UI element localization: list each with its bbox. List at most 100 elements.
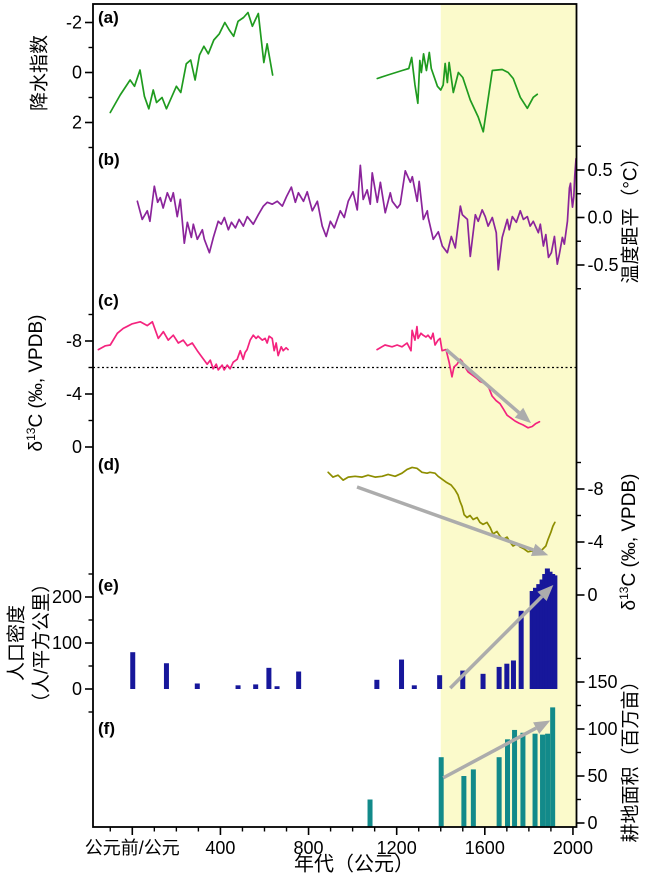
tick-label-e: 200 [52, 587, 82, 607]
bar-e [163, 663, 169, 689]
tick-label-f: 0 [588, 813, 598, 833]
tick-label-e: 100 [52, 633, 82, 653]
series-line-b [136, 157, 577, 271]
x-axis-title: 年代（公元） [294, 853, 414, 876]
tick-label-b: -0.5 [588, 255, 619, 275]
bar-f [545, 733, 551, 827]
bar-e [253, 684, 259, 689]
tick-label-d: -4 [588, 532, 604, 552]
bar-f [461, 776, 467, 827]
bar-e [529, 591, 535, 689]
bar-e [536, 584, 542, 689]
axis-title-d13c-left: δ13C (‰, VPDB) [24, 315, 48, 452]
panel-label-c: (c) [98, 291, 119, 310]
bar-f [550, 707, 556, 827]
delta-symbol: δ [26, 440, 48, 452]
bar-f [520, 732, 526, 827]
x-tick-label: 1200 [377, 838, 417, 858]
axis-title-cultivated-area: 耕地面积（百万亩） [620, 671, 642, 843]
trend-arrow-head-f [533, 720, 551, 734]
bar-f [512, 729, 518, 827]
x-tick-label: 公元前/公元 [85, 838, 180, 858]
bar-e [480, 673, 486, 689]
panel-label-a: (a) [98, 8, 119, 27]
x-tick-label: 2000 [553, 838, 593, 858]
bar-e [504, 663, 510, 689]
bar-e [266, 667, 272, 689]
d13c-units: C (‰, VPDB) [26, 314, 48, 428]
bar-e [552, 575, 558, 689]
tick-label-a: 2 [72, 113, 82, 133]
bar-f [540, 734, 546, 827]
bar-f [532, 733, 538, 827]
panel-label-d: (d) [98, 455, 120, 474]
trend-arrow-shaft-d [356, 485, 534, 552]
axis-title-precipitation-index: 降水指数 [29, 34, 51, 112]
tick-label-d: 0 [588, 585, 598, 605]
bar-e [399, 659, 405, 689]
x-tick-label: 1600 [465, 838, 505, 858]
series-line-c [376, 325, 541, 429]
tick-label-f: 150 [588, 672, 618, 692]
trend-arrow-head-e [537, 585, 554, 601]
bar-e [496, 666, 502, 689]
bar-e [130, 652, 136, 689]
superscript-13: 13 [616, 586, 631, 600]
tick-label-b: 0.0 [588, 208, 613, 228]
trend-arrow-head-c [514, 407, 532, 424]
bar-f [505, 739, 511, 827]
series-line-a [376, 51, 539, 133]
bar-e [532, 587, 538, 689]
tick-label-e: 0 [72, 679, 82, 699]
axis-title-temperature-anomaly: 温度距平（°C） [620, 148, 642, 284]
bar-f [470, 769, 476, 827]
superscript-13: 13 [23, 427, 38, 441]
plot-frame [92, 3, 578, 828]
bar-e [194, 683, 200, 689]
series-line-d [327, 466, 556, 555]
bar-e [518, 610, 524, 689]
x-tick-label: 400 [205, 838, 235, 858]
bar-e [544, 568, 550, 689]
tick-label-a: 0 [72, 63, 82, 83]
axis-title-population-density-line1: 人口密度 [6, 604, 28, 682]
trend-arrow-shaft-f [442, 726, 537, 780]
tick-label-d: -8 [588, 479, 604, 499]
bar-f [367, 799, 373, 827]
delta-symbol: δ [619, 599, 641, 611]
bar-e [547, 571, 553, 689]
tick-label-a: -2 [66, 13, 82, 33]
trend-arrow-head-d [531, 543, 549, 556]
panel-label-f: (f) [98, 719, 115, 738]
bar-e [374, 679, 380, 689]
series-line-a [109, 11, 274, 114]
x-tick-label: 800 [294, 838, 324, 858]
bar-f [496, 757, 502, 827]
trend-arrow-shaft-e [448, 595, 544, 690]
bar-e [510, 660, 516, 689]
series-line-c [97, 320, 289, 371]
axis-title-d13c-right: δ13C (‰, VPDB) [617, 474, 641, 611]
bar-e [274, 686, 280, 689]
bar-e [539, 579, 545, 689]
trend-arrow-shaft-c [445, 348, 521, 414]
bar-e [460, 670, 466, 689]
bar-e [296, 671, 302, 689]
bar-f [438, 757, 444, 827]
tick-label-b: 0.5 [588, 160, 613, 180]
tick-label-f: 50 [588, 766, 608, 786]
bar-e [542, 574, 548, 689]
d13c-units: C (‰, VPDB) [619, 473, 641, 587]
tick-label-c: -4 [66, 384, 82, 404]
tick-label-f: 100 [588, 719, 618, 739]
panel-label-e: (e) [98, 576, 119, 595]
tick-label-c: 0 [72, 437, 82, 457]
bar-e [437, 675, 443, 689]
bar-e [235, 685, 241, 689]
panel-label-b: (b) [98, 150, 120, 169]
axis-title-population-density-line2: （人/平方公里） [31, 573, 53, 713]
bar-e [411, 685, 417, 689]
tick-label-c: -8 [66, 331, 82, 351]
